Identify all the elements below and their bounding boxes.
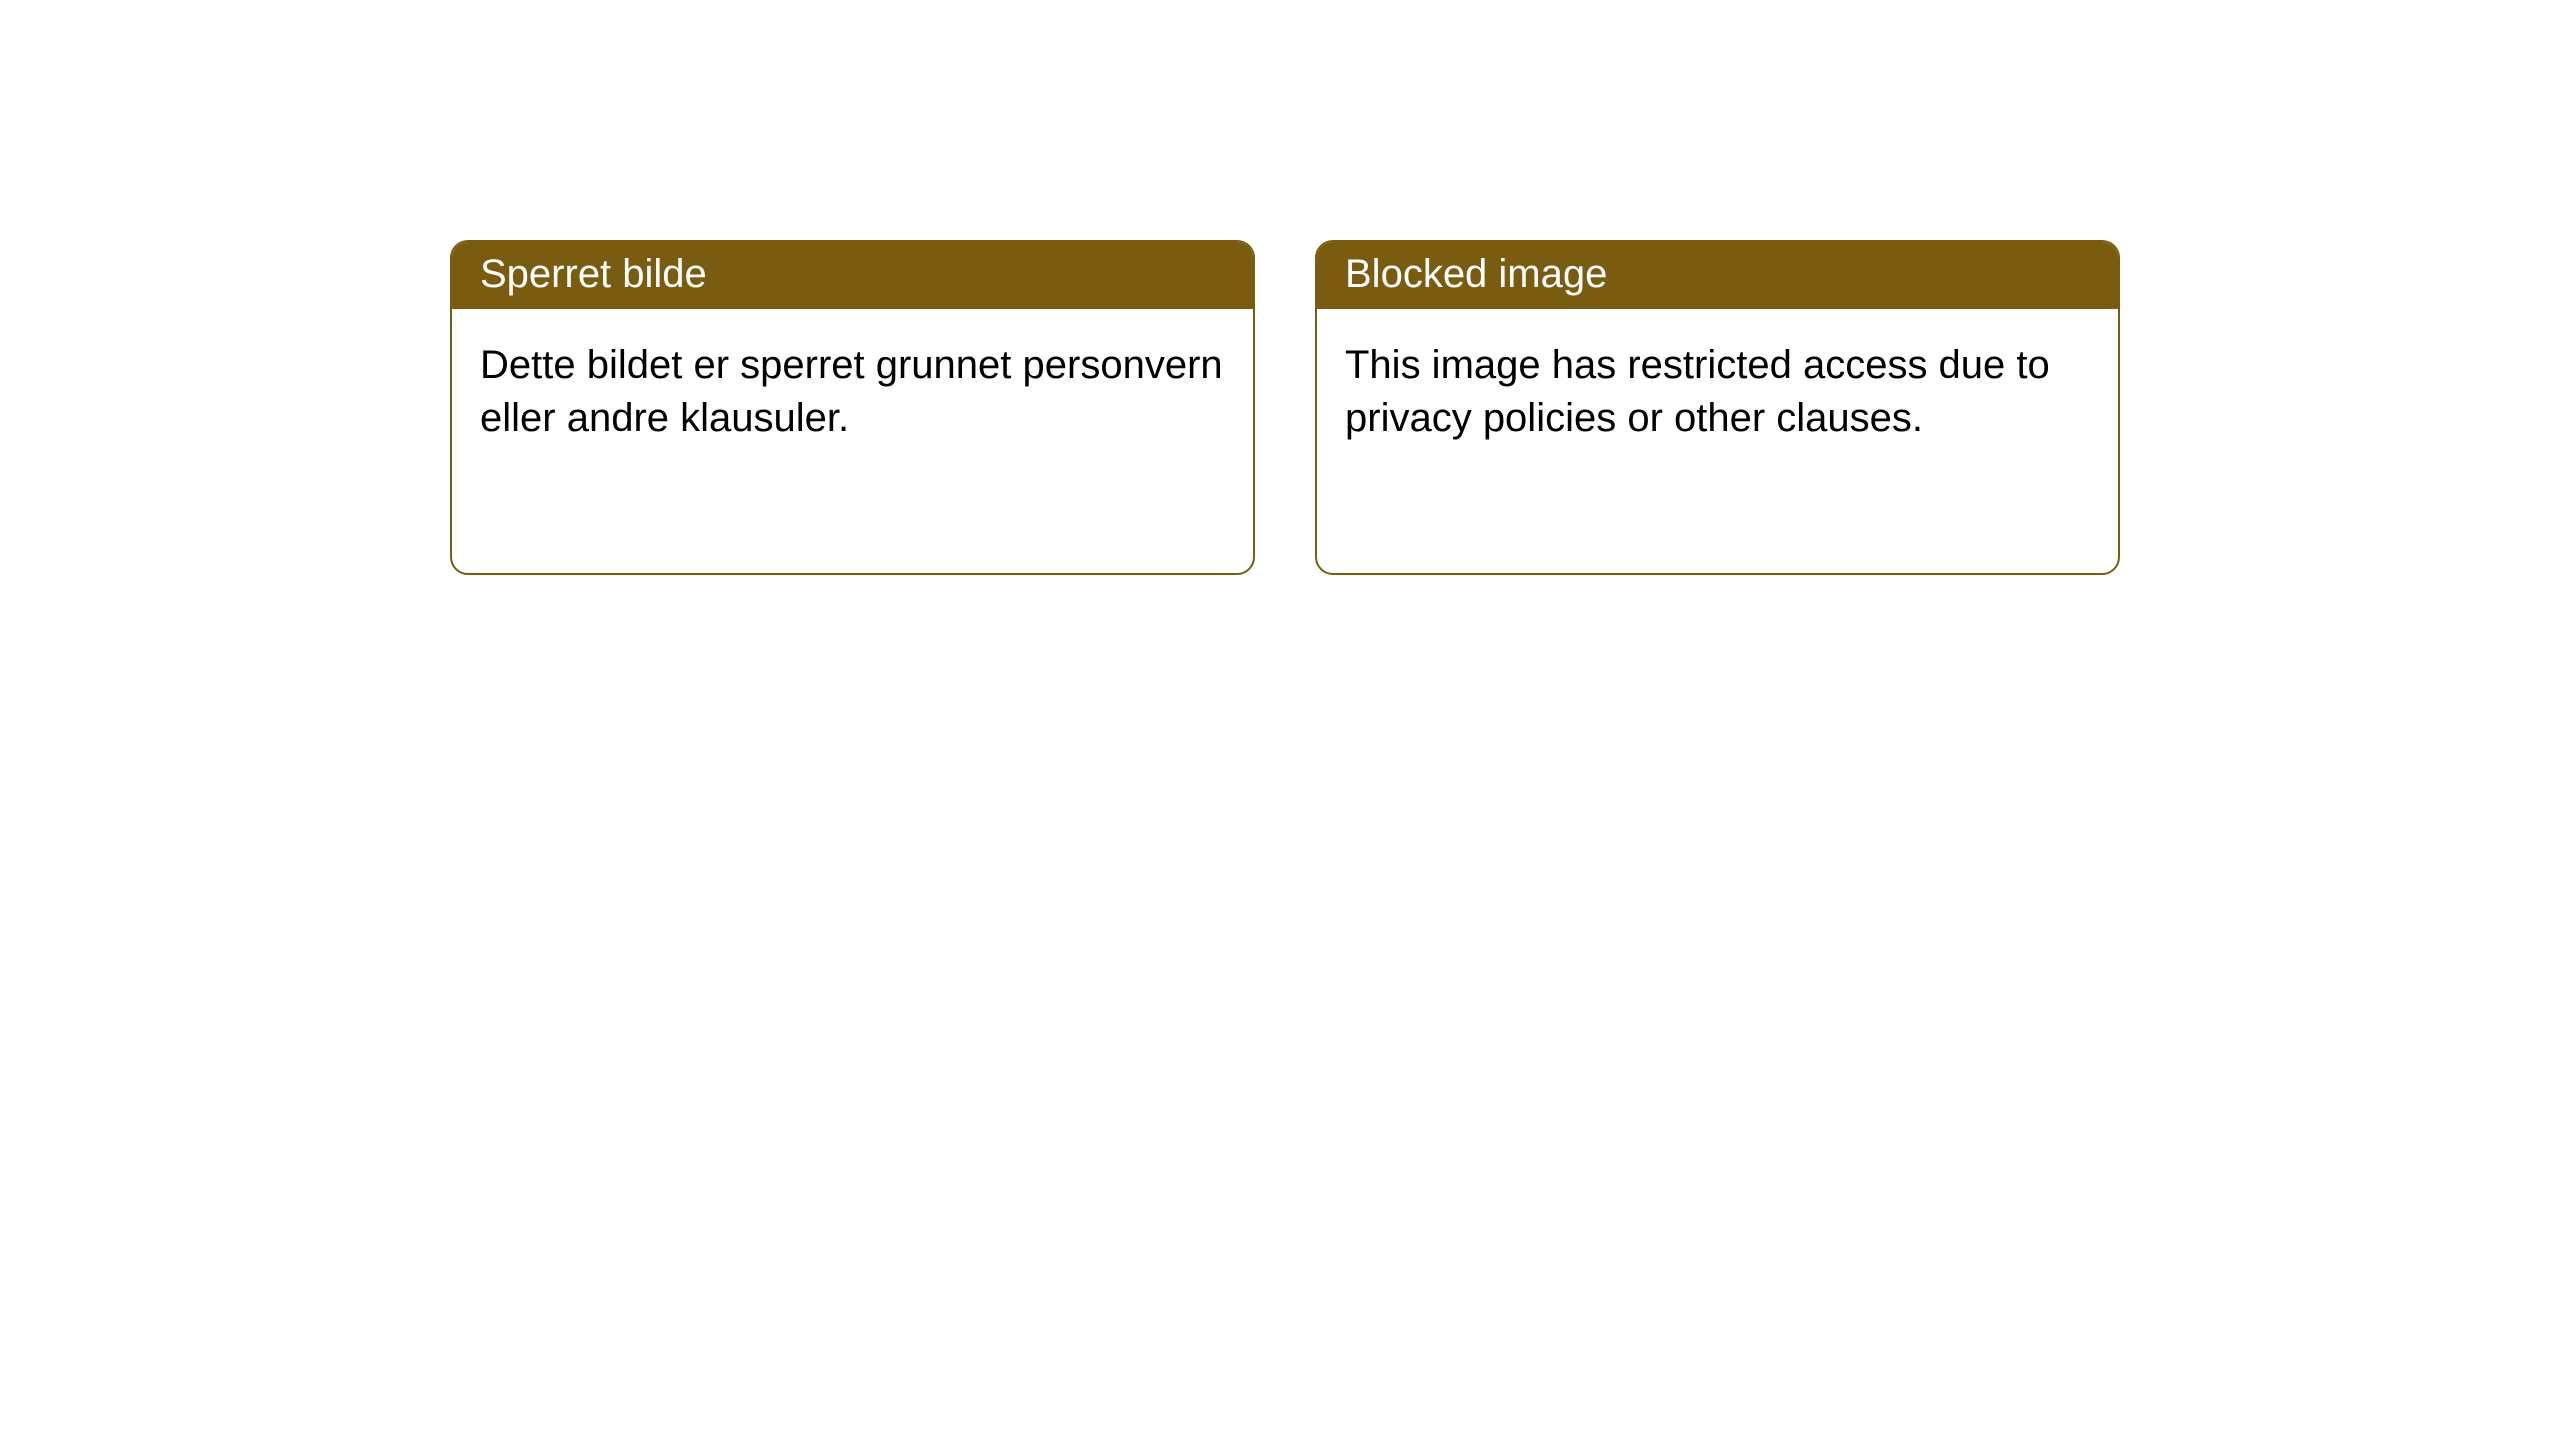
notice-message: Dette bildet er sperret grunnet personve… bbox=[452, 309, 1253, 475]
notice-title: Sperret bilde bbox=[452, 242, 1253, 309]
notice-message: This image has restricted access due to … bbox=[1317, 309, 2118, 475]
notice-card-norwegian: Sperret bilde Dette bildet er sperret gr… bbox=[450, 240, 1255, 575]
notice-card-english: Blocked image This image has restricted … bbox=[1315, 240, 2120, 575]
notice-title: Blocked image bbox=[1317, 242, 2118, 309]
notices-container: Sperret bilde Dette bildet er sperret gr… bbox=[0, 0, 2560, 575]
